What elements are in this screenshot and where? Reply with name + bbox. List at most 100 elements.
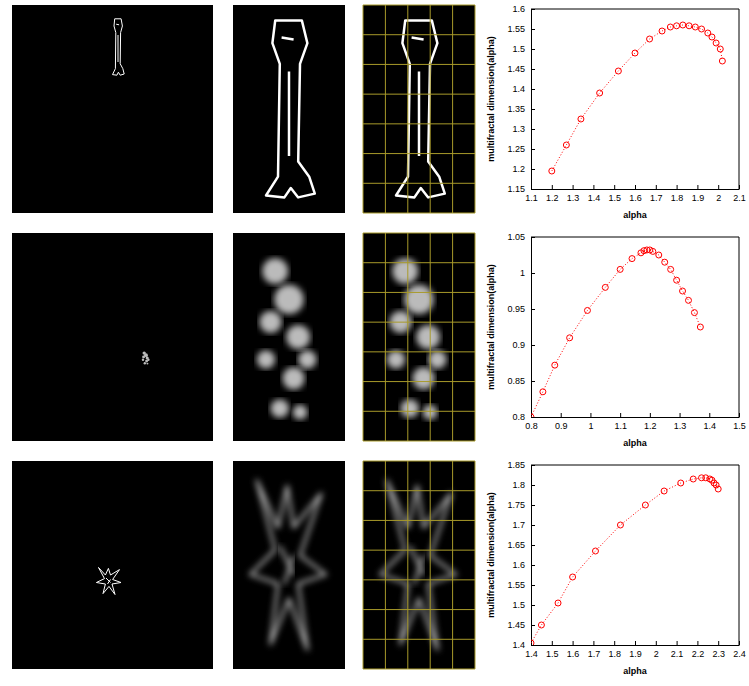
point <box>661 488 667 494</box>
grid-box-line <box>475 233 476 441</box>
tick-label: 2.1 <box>733 193 746 203</box>
frame <box>531 237 739 238</box>
point <box>632 50 638 56</box>
tick-mark <box>718 641 719 645</box>
tick-mark <box>650 413 651 417</box>
point <box>685 297 691 303</box>
tick: 1.3 <box>674 413 687 431</box>
tick-label: 1.45 <box>507 620 525 630</box>
zoom-panel <box>233 233 345 441</box>
tick-mark <box>531 605 535 606</box>
tick-label: 1 <box>588 421 593 431</box>
tick-label: 0.8 <box>512 412 525 422</box>
tick: 1.8 <box>512 480 535 490</box>
tick-mark <box>593 185 594 189</box>
frame <box>739 9 740 189</box>
tick-mark <box>709 413 710 417</box>
grid-box-line <box>407 5 408 213</box>
tick-mark <box>531 89 535 90</box>
point <box>656 252 662 258</box>
grid-box-line <box>452 461 453 669</box>
tick: 1.5 <box>512 44 535 54</box>
tick-mark <box>531 149 535 150</box>
tick: 0.85 <box>507 376 535 386</box>
grid-box-line <box>363 579 475 580</box>
tick-label: 2.4 <box>733 649 746 659</box>
grid-box-line <box>363 233 475 234</box>
tick-mark <box>531 417 535 418</box>
tick-mark <box>531 505 535 506</box>
object-outline <box>282 38 294 156</box>
tick-mark <box>620 413 621 417</box>
point <box>629 256 635 262</box>
tick: 1.7 <box>650 185 663 203</box>
tick-mark <box>677 641 678 645</box>
grid-box-line <box>363 213 475 214</box>
tick-mark <box>552 641 553 645</box>
tick: 1.5 <box>608 185 621 203</box>
point <box>674 277 680 283</box>
point <box>552 362 558 368</box>
grid-box-line <box>363 441 475 442</box>
tick-mark <box>531 645 535 646</box>
zoom-panel <box>233 5 345 213</box>
grid-box-line <box>363 64 475 65</box>
tick-label: 1.15 <box>507 184 525 194</box>
grid-box-line <box>385 233 386 441</box>
point <box>549 168 555 174</box>
grid-box-line <box>475 5 476 213</box>
tick: 0.8 <box>512 412 535 422</box>
point <box>650 248 656 254</box>
grid-box-line <box>407 233 408 441</box>
tick-label: 1.8 <box>671 193 684 203</box>
object-blob <box>142 358 144 360</box>
grid-box-line <box>407 461 408 669</box>
grid-box-line <box>363 183 475 184</box>
object-blob <box>146 363 148 365</box>
tick: 1.15 <box>507 184 535 194</box>
point <box>531 414 534 417</box>
frame <box>531 465 739 466</box>
frame <box>531 9 739 10</box>
tick-label: 1.5 <box>546 649 559 659</box>
x-axis: 1.41.51.61.71.81.922.12.22.32.4 <box>525 641 746 659</box>
grid-box-line <box>363 262 475 263</box>
image-panel <box>12 461 213 669</box>
point <box>713 40 719 46</box>
grid-box-line <box>363 292 475 293</box>
tick-mark <box>531 585 535 586</box>
axis-line <box>532 645 740 646</box>
tick-label: 1.45 <box>507 64 525 74</box>
plot-marks <box>531 475 721 645</box>
tick-mark <box>531 309 535 310</box>
object-outline <box>113 19 125 75</box>
object-blob <box>293 405 308 420</box>
tick: 1 <box>520 268 535 278</box>
frame <box>739 237 740 417</box>
object-blob <box>262 258 288 284</box>
tick-mark <box>531 525 535 526</box>
y-axis: 1.41.451.51.551.61.651.71.751.81.85 <box>507 460 535 650</box>
grid-box-line <box>363 94 475 95</box>
tick: 1.35 <box>507 104 535 114</box>
point <box>567 335 573 341</box>
grid-panel <box>363 233 475 441</box>
tick: 1.45 <box>507 64 535 74</box>
point <box>615 68 621 74</box>
tick-label: 1.65 <box>507 540 525 550</box>
tick-mark <box>531 345 535 346</box>
tick-mark <box>531 545 535 546</box>
object-blob <box>401 399 419 417</box>
tick-label: 1.6 <box>567 649 580 659</box>
tick-label: 1.05 <box>507 232 525 242</box>
tick: 1.4 <box>588 185 601 203</box>
tick-label: 1.7 <box>512 520 525 530</box>
tick: 1.7 <box>588 641 601 659</box>
tick-mark <box>656 641 657 645</box>
row <box>12 233 475 441</box>
tick: 2.1 <box>733 185 746 203</box>
tick-mark <box>531 129 535 130</box>
tick-label: 1.85 <box>507 460 525 470</box>
point <box>709 34 715 40</box>
tick: 1.6 <box>512 4 535 14</box>
